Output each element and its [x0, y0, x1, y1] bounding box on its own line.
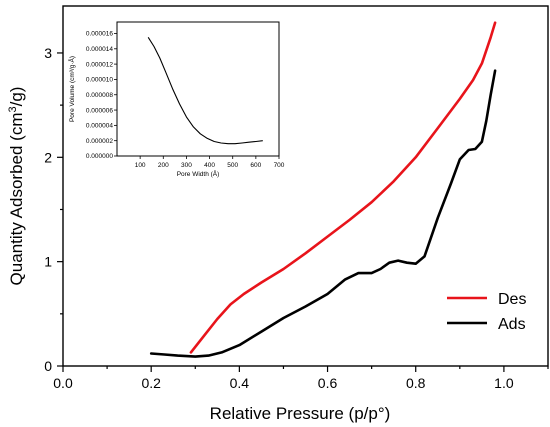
x-tick-label: 0.0 — [53, 375, 73, 391]
y-axis-label: Quantity Adsorbed (cm3/g) — [7, 87, 26, 286]
inset-y-tick-label: 0.000000 — [86, 153, 113, 160]
inset-axis-ticks: 100 200 300 400 500 600 700 0.000000 0.000002 0.0… — [86, 31, 285, 169]
inset-x-tick-label: 200 — [158, 162, 169, 169]
y-axis-label-main: Quantity Adsorbed (cm — [7, 113, 26, 286]
y-tick-label: 3 — [44, 45, 52, 61]
inset-x-tick-label: 400 — [204, 162, 215, 169]
x-tick-label: 0.6 — [318, 375, 338, 391]
main-plot-frame — [62, 5, 549, 367]
x-axis-label: Relative Pressure (p/p°) — [210, 404, 391, 423]
x-tick-label: 0.2 — [141, 375, 161, 391]
y-tick-label: 0 — [44, 358, 52, 374]
inset-y-tick-label: 0.000016 — [86, 31, 113, 38]
y-axis-label-sup: 3 — [7, 106, 19, 112]
inset-y-tick-label: 0.000004 — [86, 123, 113, 130]
legend: Des Ads — [447, 291, 526, 333]
series-line-ads — [149, 69, 497, 358]
inset-y-tick-label: 0.000010 — [86, 77, 113, 84]
legend-label-ads: Ads — [498, 316, 526, 333]
y-tick-label: 1 — [44, 254, 52, 270]
main-axis-ticks: 0.0 0.2 0.4 0.6 0.8 1.0 0 1 2 3 — [44, 45, 549, 391]
inset-x-tick-label: 500 — [227, 162, 238, 169]
main-series — [149, 21, 497, 358]
series-line-des — [189, 21, 497, 354]
x-tick-label: 0.4 — [230, 375, 250, 391]
inset-y-tick-label: 0.000002 — [86, 138, 113, 145]
inset-series — [147, 37, 263, 145]
inset-y-tick-label: 0.000012 — [86, 61, 113, 68]
x-tick-label: 0.8 — [406, 375, 426, 391]
inset-x-tick-label: 100 — [135, 162, 146, 169]
inset-plot: 100 200 300 400 500 600 700 0.000000 0.000002 0.0… — [67, 21, 285, 178]
inset-series-line — [147, 37, 263, 145]
inset-x-axis-label: Pore Width (Å) — [177, 169, 220, 178]
inset-x-tick-label: 600 — [250, 162, 261, 169]
inset-y-axis-label: Pore Volume (cm³/g·Å) — [67, 56, 76, 122]
y-tick-label: 2 — [44, 149, 52, 165]
inset-x-tick-label: 700 — [274, 162, 285, 169]
inset-y-tick-label: 0.000006 — [86, 107, 113, 114]
main-plot: 0.0 0.2 0.4 0.6 0.8 1.0 0 1 2 3 Relative Pressure… — [7, 5, 549, 423]
inset-y-tick-label: 0.000014 — [86, 46, 113, 53]
inset-y-tick-label: 0.000008 — [86, 92, 113, 99]
legend-label-des: Des — [498, 291, 526, 308]
inset-plot-frame — [116, 21, 280, 157]
y-axis-label-tail: /g) — [7, 87, 26, 107]
inset-x-tick-label: 300 — [181, 162, 192, 169]
x-tick-label: 1.0 — [494, 375, 514, 391]
